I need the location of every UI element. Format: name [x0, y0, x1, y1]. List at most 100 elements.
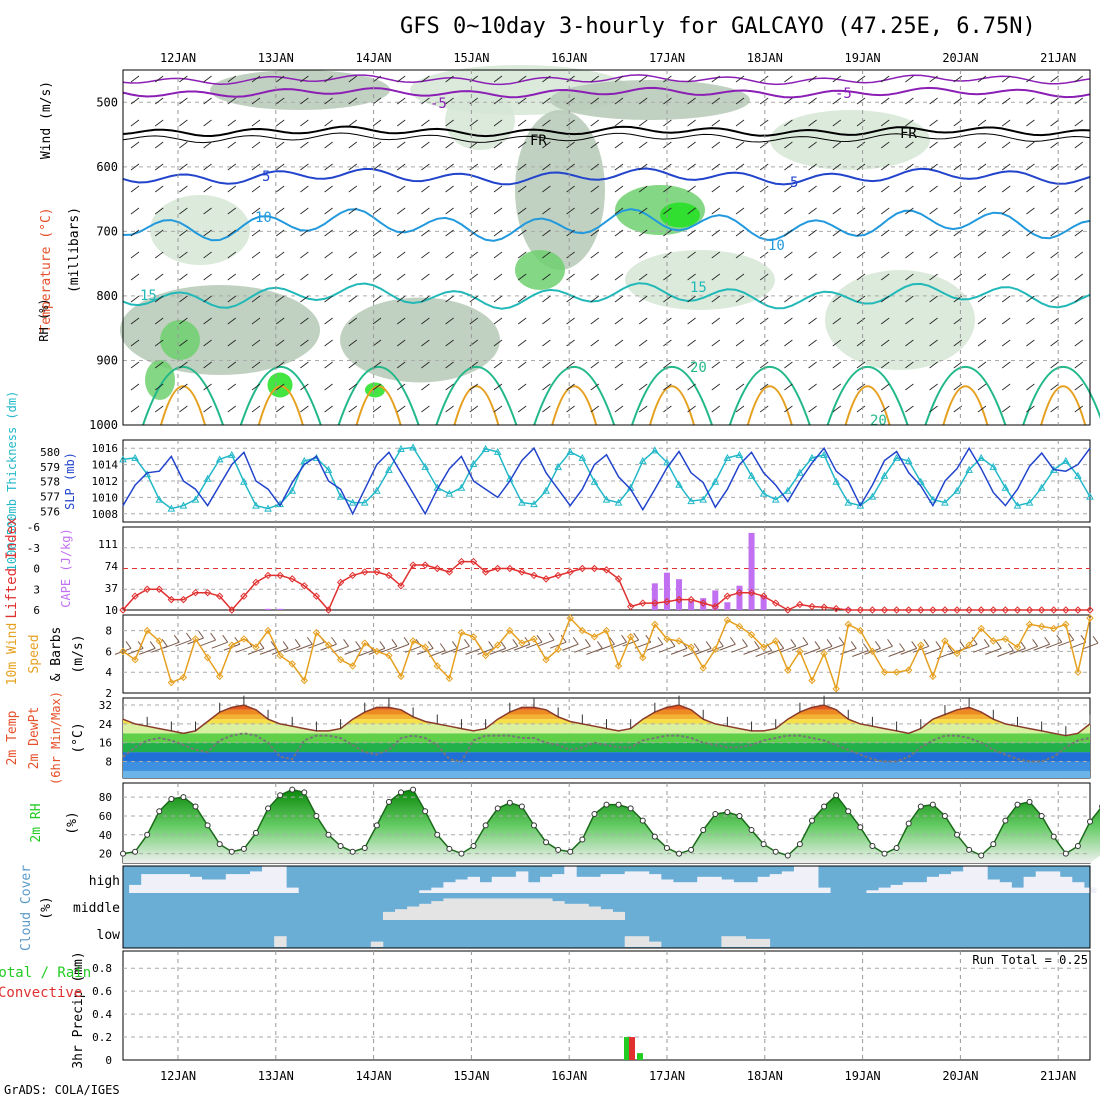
cloud-cell [480, 882, 492, 893]
cloud-cell [999, 882, 1011, 893]
wind-barb-flag [706, 641, 711, 648]
cloud-axis-label: Cloud Cover [19, 865, 34, 951]
wind-barb-flag [936, 641, 941, 648]
rh-series-marker [1015, 802, 1020, 807]
cape-bar [277, 609, 283, 610]
bottom-day-label: 17JAN [649, 1069, 685, 1083]
cloud-cell [661, 880, 673, 894]
cloud-cell [637, 936, 649, 947]
rh-series-marker [809, 818, 814, 823]
rh-series-marker [495, 806, 500, 811]
temp-band [123, 771, 1090, 778]
wind-barb [647, 644, 663, 650]
wind-barb-flag [307, 637, 312, 644]
bottom-day-label: 15JAN [453, 1069, 489, 1083]
rh-series-marker [193, 804, 198, 809]
rh-series-marker [1051, 834, 1056, 839]
rh-series-marker [362, 845, 367, 850]
cloud-cell [455, 880, 467, 894]
wind-tick-label: 4 [105, 666, 112, 679]
cloud-cell [153, 874, 165, 893]
wind-barb-flag [199, 631, 204, 638]
pressure-tick-label: 500 [96, 95, 118, 109]
cape-bar [724, 602, 730, 610]
rh-series-marker [882, 851, 887, 856]
wind10-axis-label: 10m Wind [5, 623, 20, 686]
cape-bar [265, 609, 271, 610]
humidity-shade [145, 360, 175, 400]
rh-area [123, 790, 1100, 863]
wind-barb-flag [537, 635, 542, 642]
cape-axis-label: CAPE (J/kg) [59, 528, 73, 607]
wind-barb-flag [283, 641, 288, 648]
top-day-label: 13JAN [258, 51, 294, 65]
cloud-cell [963, 866, 975, 893]
precip-panel-frame [123, 951, 1090, 1060]
rh-series-marker [326, 832, 331, 837]
cloud-cell [625, 936, 637, 947]
rh-series-marker [253, 830, 258, 835]
cape-tick-label: 37 [105, 582, 118, 595]
humidity-shade [515, 110, 605, 270]
pressure-tick-label: 800 [96, 289, 118, 303]
rh-axis-label: RH (%) [37, 298, 51, 341]
contour-label: 15 [690, 280, 707, 296]
rh-series-marker [399, 790, 404, 795]
cloud-cell [431, 888, 443, 893]
slp-tick-label: 1016 [92, 442, 119, 455]
cloud-cell [226, 874, 238, 893]
thickness-tick-label: 578 [40, 476, 60, 489]
wind-barb-flag [452, 641, 457, 648]
humidity-shade [660, 203, 700, 228]
wind-barb-flag [597, 641, 602, 648]
cloud-cell [818, 888, 830, 893]
rh-series-marker [145, 832, 150, 837]
rh-series-marker [350, 849, 355, 854]
rh-series-marker [677, 851, 682, 856]
cloud-row-label: middle [73, 901, 120, 916]
cloud-cell [746, 939, 758, 947]
lifted-tick-label: 6 [33, 604, 40, 617]
precip-tick-label: 0 [105, 1054, 112, 1067]
humidity-shade [150, 195, 250, 265]
rh-series-marker [834, 793, 839, 798]
rh-series-marker [592, 812, 597, 817]
top-day-label: 15JAN [453, 51, 489, 65]
rh-series-marker [241, 846, 246, 851]
rh-series-marker [1003, 818, 1008, 823]
cloud-cell [721, 880, 733, 894]
cloud-cell [177, 874, 189, 893]
top-day-label: 14JAN [356, 51, 392, 65]
contour-label: 10 [255, 210, 272, 226]
wind-barb-flag [150, 641, 155, 648]
cloud-cell [274, 866, 286, 893]
precip-bar [637, 1053, 643, 1060]
rh-series-marker [290, 787, 295, 792]
bottom-day-label: 20JAN [942, 1069, 978, 1083]
cloud-cell [806, 866, 818, 893]
cloud-cell [540, 898, 552, 920]
rh-series-marker [906, 821, 911, 826]
cloud-cell [407, 907, 419, 921]
top-day-label: 18JAN [747, 51, 783, 65]
wind-barb-flag [501, 641, 506, 648]
cloud-cell [903, 882, 915, 893]
bottom-day-label: 12JAN [160, 1069, 196, 1083]
rh-series-marker [773, 849, 778, 854]
rh-series-marker [761, 842, 766, 847]
rh-series-marker [1039, 813, 1044, 818]
wind-barb-flag [875, 641, 880, 648]
cape-bar [676, 579, 682, 610]
wind-barb-flag [622, 635, 627, 642]
humidity-shade [825, 270, 975, 370]
wind-barb-flag [779, 641, 784, 648]
rh-series-marker [568, 849, 573, 854]
cloud-cell [395, 909, 407, 920]
wind-barb-flag [803, 637, 808, 644]
cloud-cell [1048, 871, 1060, 893]
lifted-tick-label: 0 [33, 563, 40, 576]
cloud-cell [443, 898, 455, 920]
rh-series-marker [580, 837, 585, 842]
wind-barb-flag [924, 639, 929, 646]
